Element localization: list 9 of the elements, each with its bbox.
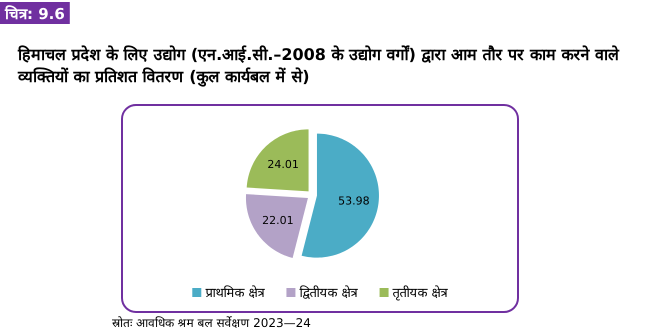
data-label: 53.98 xyxy=(338,194,370,208)
chart-subtitle: हिमाचल प्रदेश के लिए उद्योग (एन.आई.सी.–2008 के उद्योग वर्गों) द्वारा आम तौर पर काम करने वाले व्यक्तियों का प्रतिशत वितरण (कुल कार्यबल में से) xyxy=(17,45,620,87)
legend-label: प्राथमिक क्षेत्र xyxy=(205,285,266,301)
data-label: 22.01 xyxy=(262,214,294,227)
legend-label: तृतीयक क्षेत्र xyxy=(392,285,449,301)
data-label: 24.01 xyxy=(267,158,299,172)
legend-label: द्वितीयक क्षेत्र xyxy=(299,285,359,301)
text: चित्र: 9.6 xyxy=(4,5,65,23)
text: स्रोतः आवधिक श्रम बल सर्वेक्षण 2023—24 xyxy=(112,316,311,330)
